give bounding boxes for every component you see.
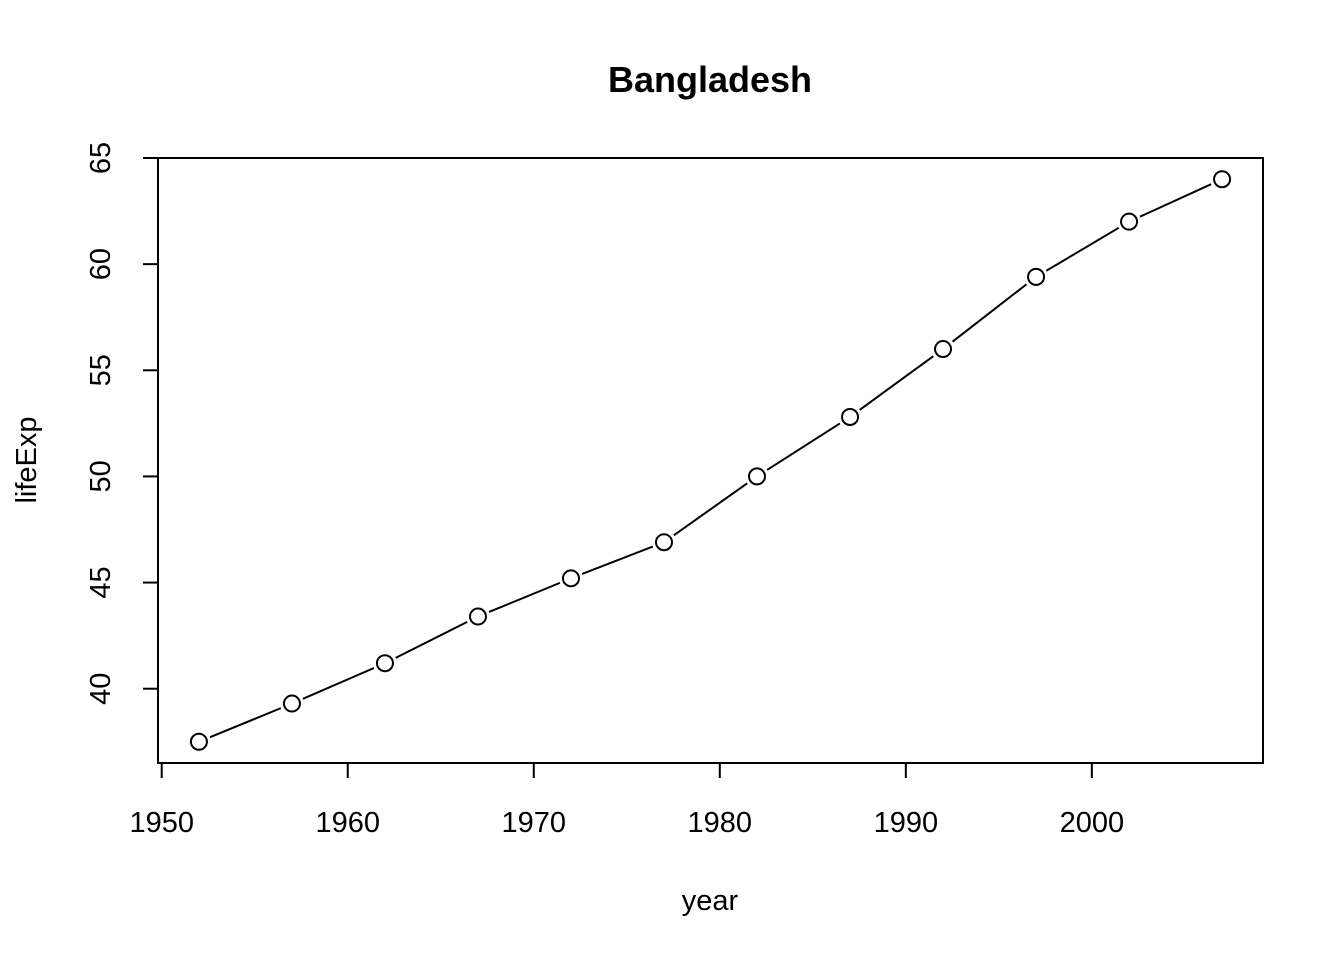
y-tick-label: 65 [85,142,117,174]
data-point [654,533,673,552]
y-tick-label: 60 [85,248,117,280]
data-point [375,654,394,673]
y-tick-label: 40 [85,673,117,705]
data-point [1120,212,1139,231]
series-segment [209,707,282,739]
y-tick-label: 50 [85,460,117,492]
x-axis-label: year [682,885,739,917]
data-point [189,732,208,751]
y-axis-label: lifeExp [11,416,43,503]
series-segment [1139,183,1212,218]
x-tick-label: 1980 [688,807,753,839]
data-point [841,407,860,426]
y-tick-label: 45 [85,566,117,598]
data-point [1027,267,1046,286]
data-point [748,467,767,486]
x-tick-label: 2000 [1060,807,1125,839]
series-segment [951,283,1028,343]
x-tick-label: 1990 [874,807,939,839]
y-axis: 40 45 50 55 60 65 [85,142,159,705]
x-tick-label: 1960 [315,807,380,839]
series-group [189,170,1232,751]
series-segment [488,581,561,613]
data-point [934,340,953,359]
series-segment [581,545,654,575]
y-tick-label: 55 [85,354,117,386]
series-segment [302,667,375,700]
data-point [468,607,487,626]
series-segment [673,482,748,537]
chart-title: Bangladesh [608,59,812,100]
series-segment [766,422,841,471]
plot-frame [157,157,1264,764]
x-axis: 1950 1960 1970 1980 1990 2000 [129,762,1125,839]
series-segment [395,621,468,659]
data-point [1213,170,1232,189]
x-tick-label: 1970 [502,807,567,839]
series-segment [1045,226,1120,272]
series-segment [859,355,934,411]
x-tick-label: 1950 [129,807,194,839]
data-point [561,569,580,588]
data-point [282,694,301,713]
